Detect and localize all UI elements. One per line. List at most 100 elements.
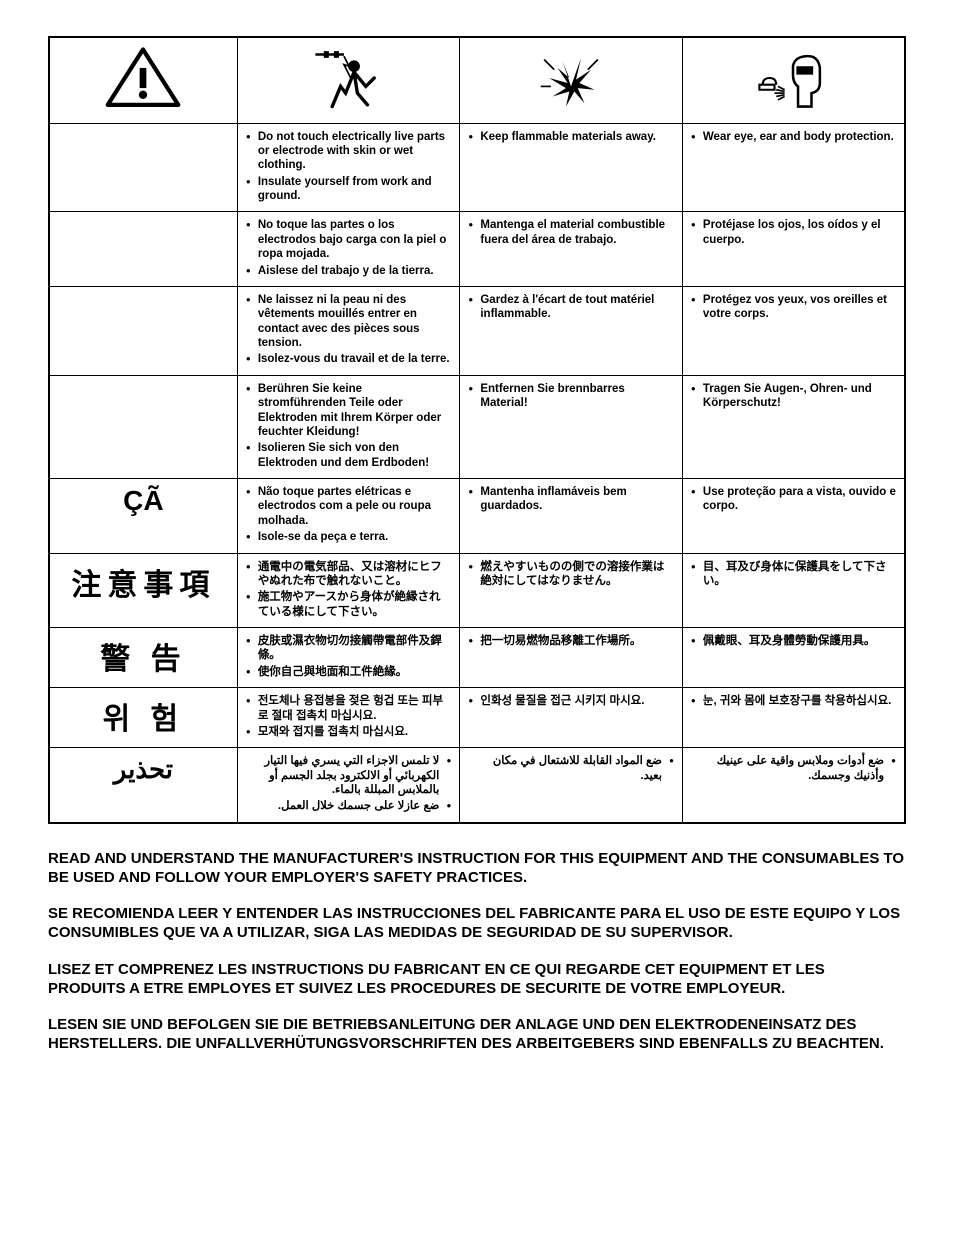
bullet-item: 通電中の電気部品、又は溶材にヒフやぬれた布で触れないこと。 [246,560,452,589]
bullet-item: لا تلمس الاجزاء التي يسري فيها التيار ال… [246,754,452,797]
bullet-item: Protégez vos yeux, vos oreilles et votre… [691,293,896,322]
bullet-item: Isolez-vous du travail et de la terre. [246,352,452,366]
bullet-list: Mantenha inflamáveis bem guardados. [468,485,674,514]
safety-cell: 皮肤或濕衣物切勿接觸帶電部件及銲條。使你自己與地面和工件絶緣。 [237,628,460,688]
safety-cell: Entfernen Sie brennbarres Material! [460,375,683,478]
safety-cell: 通電中の電気部品、又は溶材にヒフやぬれた布で触れないこと。施工物やアースから身体… [237,553,460,628]
bullet-item: Isolieren Sie sich von den Elektroden un… [246,441,452,470]
bullet-item: 目、耳及び身体に保護具をして下さい。 [691,560,896,589]
safety-cell: Use proteção para a vista, ouvido e corp… [682,479,905,554]
table-row: Do not touch electrically live parts or … [49,123,905,212]
bullet-list: 把一切易燃物品移離工作場所。 [468,634,674,648]
bullet-list: لا تلمس الاجزاء التي يسري فيها التيار ال… [246,754,452,814]
footer-instructions: READ AND UNDERSTAND THE MANUFACTURER'S I… [48,850,906,1054]
bullet-item: Aislese del trabajo y de la tierra. [246,264,452,278]
safety-cell: Gardez à l'écart de tout matériel inflam… [460,286,683,375]
bullet-list: ضع المواد القابلة للاشتعال في مكان بعيد. [468,754,674,783]
row-language-label: 警 告 [49,628,237,688]
safety-cell: Não toque partes elétricas e electrodos … [237,479,460,554]
row-language-label [49,123,237,212]
bullet-list: Não toque partes elétricas e electrodos … [246,485,452,545]
bullet-list: Entfernen Sie brennbarres Material! [468,382,674,411]
header-fire-icon [460,37,683,123]
bullet-list: 皮肤或濕衣物切勿接觸帶電部件及銲條。使你自己與地面和工件絶緣。 [246,634,452,679]
table-row: 警 告皮肤或濕衣物切勿接觸帶電部件及銲條。使你自己與地面和工件絶緣。 把一切易燃物… [49,628,905,688]
bullet-list: 佩戴眼、耳及身體勞動保護用具。 [691,634,896,648]
safety-cell: Keep flammable materials away. [460,123,683,212]
bullet-item: ضع عازلا على جسمك خلال العمل. [246,799,452,813]
safety-warning-table: Do not touch electrically live parts or … [48,36,906,824]
bullet-item: ضع المواد القابلة للاشتعال في مكان بعيد. [468,754,674,783]
ppe-icon [751,43,835,113]
bullet-item: Mantenga el material combustible fuera d… [468,218,674,247]
header-shock-icon [237,37,460,123]
icon-header-row [49,37,905,123]
row-language-label [49,375,237,478]
bullet-list: Protéjase los ojos, los oídos y el cuerp… [691,218,896,247]
bullet-item: Ne laissez ni la peau ni des vêtements m… [246,293,452,351]
safety-cell: 인화성 물질을 접근 시키지 마시요. [460,688,683,748]
bullet-item: 눈, 귀와 몸에 보호장구를 착용하십시요. [691,694,896,708]
bullet-list: Mantenga el material combustible fuera d… [468,218,674,247]
bullet-item: Mantenha inflamáveis bem guardados. [468,485,674,514]
bullet-item: Isole-se da peça e terra. [246,530,452,544]
safety-cell: 佩戴眼、耳及身體勞動保護用具。 [682,628,905,688]
safety-cell: Protégez vos yeux, vos oreilles et votre… [682,286,905,375]
bullet-list: ضع أدوات وملابس واقية على عينيك وأذنيك و… [691,754,896,783]
bullet-list: 인화성 물질을 접근 시키지 마시요. [468,694,674,708]
bullet-item: 施工物やアースから身体が絶縁されている様にして下さい。 [246,590,452,619]
safety-cell: ضع أدوات وملابس واقية على عينيك وأذنيك و… [682,748,905,823]
table-row: 위 험전도체나 용접봉을 젖은 헝겁 또는 피부로 절대 접촉치 마십시요.모재… [49,688,905,748]
safety-cell: 把一切易燃物品移離工作場所。 [460,628,683,688]
bullet-list: Keep flammable materials away. [468,130,674,144]
safety-cell: 눈, 귀와 몸에 보호장구를 착용하십시요. [682,688,905,748]
row-language-label: 위 험 [49,688,237,748]
bullet-list: No toque las partes o los electrodos baj… [246,218,452,278]
table-row: Berühren Sie keine stromführenden Teile … [49,375,905,478]
safety-cell: Mantenha inflamáveis bem guardados. [460,479,683,554]
warning-triangle-icon [101,43,185,113]
row-language-label: ÇÃ [49,479,237,554]
row-language-label [49,286,237,375]
bullet-item: Do not touch electrically live parts or … [246,130,452,173]
safety-cell: Ne laissez ni la peau ni des vêtements m… [237,286,460,375]
safety-cell: Protéjase los ojos, los oídos y el cuerp… [682,212,905,287]
bullet-list: Gardez à l'écart de tout matériel inflam… [468,293,674,322]
bullet-item: 把一切易燃物品移離工作場所。 [468,634,674,648]
bullet-item: Use proteção para a vista, ouvido e corp… [691,485,896,514]
bullet-list: 전도체나 용접봉을 젖은 헝겁 또는 피부로 절대 접촉치 마십시요.모재와 접… [246,694,452,739]
bullet-item: Gardez à l'écart de tout matériel inflam… [468,293,674,322]
row-language-label: 注意事項 [49,553,237,628]
table-row: 注意事項通電中の電気部品、又は溶材にヒフやぬれた布で触れないこと。施工物やアース… [49,553,905,628]
bullet-list: Wear eye, ear and body protection. [691,130,896,144]
header-ppe-icon [682,37,905,123]
safety-cell: 目、耳及び身体に保護具をして下さい。 [682,553,905,628]
bullet-item: 皮肤或濕衣物切勿接觸帶電部件及銲條。 [246,634,452,663]
explosion-icon [529,43,613,113]
bullet-list: 燃えやすいものの側での溶接作業は絶対にしてはなりません。 [468,560,674,589]
bullet-item: Insulate yourself from work and ground. [246,175,452,204]
table-row: تحذيرلا تلمس الاجزاء التي يسري فيها التي… [49,748,905,823]
table-row: Ne laissez ni la peau ni des vêtements m… [49,286,905,375]
bullet-item: Wear eye, ear and body protection. [691,130,896,144]
bullet-list: Tragen Sie Augen-, Ohren- und Körperschu… [691,382,896,411]
bullet-item: 燃えやすいものの側での溶接作業は絶対にしてはなりません。 [468,560,674,589]
safety-cell: 燃えやすいものの側での溶接作業は絶対にしてはなりません。 [460,553,683,628]
safety-table-body: Do not touch electrically live parts or … [49,123,905,823]
header-warning-icon [49,37,237,123]
footer-paragraph: LISEZ ET COMPRENEZ LES INSTRUCTIONS DU F… [48,961,906,999]
bullet-list: 目、耳及び身体に保護具をして下さい。 [691,560,896,589]
bullet-list: 通電中の電気部品、又は溶材にヒフやぬれた布で触れないこと。施工物やアースから身体… [246,560,452,620]
bullet-item: Keep flammable materials away. [468,130,674,144]
bullet-list: Protégez vos yeux, vos oreilles et votre… [691,293,896,322]
bullet-list: Berühren Sie keine stromführenden Teile … [246,382,452,470]
footer-paragraph: SE RECOMIENDA LEER Y ENTENDER LAS INSTRU… [48,905,906,943]
bullet-item: Protéjase los ojos, los oídos y el cuerp… [691,218,896,247]
bullet-item: 인화성 물질을 접근 시키지 마시요. [468,694,674,708]
safety-cell: No toque las partes o los electrodos baj… [237,212,460,287]
bullet-item: 전도체나 용접봉을 젖은 헝겁 또는 피부로 절대 접촉치 마십시요. [246,694,452,723]
bullet-item: 佩戴眼、耳及身體勞動保護用具。 [691,634,896,648]
safety-cell: Berühren Sie keine stromführenden Teile … [237,375,460,478]
bullet-item: No toque las partes o los electrodos baj… [246,218,452,261]
bullet-item: Não toque partes elétricas e electrodos … [246,485,452,528]
